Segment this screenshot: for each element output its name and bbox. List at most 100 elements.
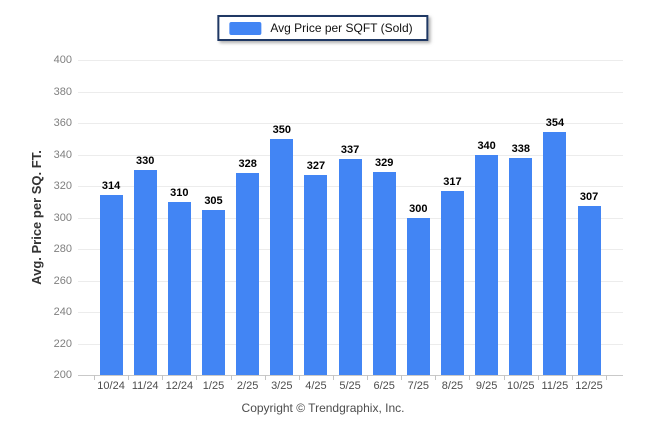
bar-column: 330 <box>128 60 162 375</box>
y-tick-label: 220 <box>53 337 72 350</box>
bar <box>133 170 157 375</box>
bar <box>577 206 601 375</box>
bar-value-label: 314 <box>101 180 121 193</box>
bar-value-label: 354 <box>545 117 565 130</box>
bar-value-label: 328 <box>238 158 257 171</box>
x-tick-label: 2/25 <box>236 380 259 392</box>
x-axis-tick-mark <box>264 375 266 380</box>
bar-column: 328 <box>231 60 265 375</box>
bar <box>372 171 396 375</box>
gridline <box>78 123 623 124</box>
bar <box>99 195 123 375</box>
bar-value-label: 338 <box>511 142 530 155</box>
bar-column: 350 <box>265 60 299 375</box>
y-tick-label: 260 <box>53 274 72 287</box>
x-tick-label: 12/24 <box>165 380 194 392</box>
x-axis-baseline <box>78 375 623 376</box>
x-tick-labels: 10/24 11/24 12/24 1/25 2/25 3/25 4/25 5/25 6/25 7… <box>94 380 606 392</box>
bar-column: 314 <box>94 60 128 375</box>
x-axis-tick-mark <box>571 375 573 380</box>
bar-column: 305 <box>196 60 230 375</box>
bar-column: 300 <box>401 60 435 375</box>
bar-column: 329 <box>367 60 401 375</box>
gridline <box>78 91 623 93</box>
x-axis-tick-mark <box>128 375 130 380</box>
x-tick-label: 1/25 <box>202 380 225 392</box>
x-tick-label: 11/25 <box>541 380 569 392</box>
x-axis-tick-mark <box>401 375 403 380</box>
x-axis-tick-mark <box>298 375 300 380</box>
bar-column: 354 <box>538 60 572 375</box>
bar-column: 310 <box>162 60 196 375</box>
x-tick-label: 6/25 <box>373 380 395 392</box>
y-tick-label: 400 <box>53 54 72 66</box>
x-axis-tick-mark <box>332 375 334 380</box>
legend-swatch-icon <box>229 21 262 35</box>
bar-value-label: 337 <box>340 144 360 157</box>
y-tick-label: 200 <box>53 369 72 381</box>
bar-column: 338 <box>504 60 538 375</box>
x-axis-tick-mark <box>162 375 164 380</box>
y-tick-label: 320 <box>53 180 72 192</box>
bar-value-label: 329 <box>375 156 394 169</box>
bar <box>201 209 225 375</box>
x-axis-tick-mark <box>469 375 471 380</box>
x-tick-label: 11/24 <box>131 380 159 392</box>
bar <box>167 201 191 375</box>
bar <box>304 174 328 375</box>
bar <box>270 138 294 375</box>
bar-column: 340 <box>470 60 504 375</box>
y-tick-label: 380 <box>53 85 72 98</box>
y-tick-labels: 200 220 240 260 280 300 320 340 360 380 400 <box>0 54 72 381</box>
bar-value-label: 330 <box>136 155 155 168</box>
bar-column: 337 <box>333 60 367 375</box>
x-axis-tick-mark <box>230 375 232 380</box>
bar <box>236 173 260 375</box>
x-axis-tick-mark <box>606 375 607 380</box>
copyright-text: Copyright © Trendgraphix, Inc. <box>241 401 405 415</box>
bar <box>475 154 499 375</box>
x-tick-marks <box>94 375 607 380</box>
x-axis-tick-mark <box>367 375 369 380</box>
bar-value-label: 350 <box>272 123 291 136</box>
x-tick-label: 7/25 <box>407 380 430 392</box>
x-axis-tick-mark <box>94 375 95 380</box>
y-tick-label: 360 <box>53 117 72 129</box>
x-tick-label: 5/25 <box>339 380 361 392</box>
bar-column: 317 <box>435 60 469 375</box>
y-tick-label: 340 <box>53 148 72 161</box>
x-tick-label: 12/25 <box>575 380 603 392</box>
bar <box>338 159 362 375</box>
gridline <box>78 154 623 156</box>
y-tick-label: 240 <box>53 306 72 318</box>
legend-label: Avg Price per SQFT (Sold) <box>270 21 413 35</box>
x-tick-label: 10/25 <box>506 380 535 392</box>
y-tick-label: 280 <box>53 243 72 255</box>
bar <box>440 190 464 375</box>
x-axis-tick-mark <box>503 375 505 380</box>
bar <box>509 157 533 375</box>
x-axis-tick-mark <box>435 375 437 380</box>
bar <box>543 132 567 375</box>
bar-column: 327 <box>299 60 333 375</box>
x-tick-label: 3/25 <box>271 380 293 392</box>
bar-value-label: 300 <box>409 202 428 215</box>
x-tick-label: 10/24 <box>97 380 125 392</box>
y-tick-label: 300 <box>53 211 72 224</box>
x-tick-label: 9/25 <box>475 380 498 392</box>
x-tick-label: 4/25 <box>305 380 327 392</box>
bar-column: 307 <box>572 60 606 375</box>
gridline <box>78 60 623 61</box>
legend: Avg Price per SQFT (Sold) <box>217 15 429 41</box>
bar-value-label: 317 <box>443 175 462 188</box>
x-tick-label: 8/25 <box>441 380 464 392</box>
bar-value-label: 310 <box>170 186 189 199</box>
x-axis-tick-mark <box>196 375 198 380</box>
bar-value-label: 305 <box>204 194 223 207</box>
bar-value-label: 307 <box>579 191 599 204</box>
bars-layer: 314 330 310 305 328 350 327 337 329 300 317 340 338 3… <box>94 60 606 375</box>
bar <box>406 217 430 375</box>
x-axis-tick-mark <box>537 375 539 380</box>
bar-value-label: 340 <box>477 139 496 152</box>
